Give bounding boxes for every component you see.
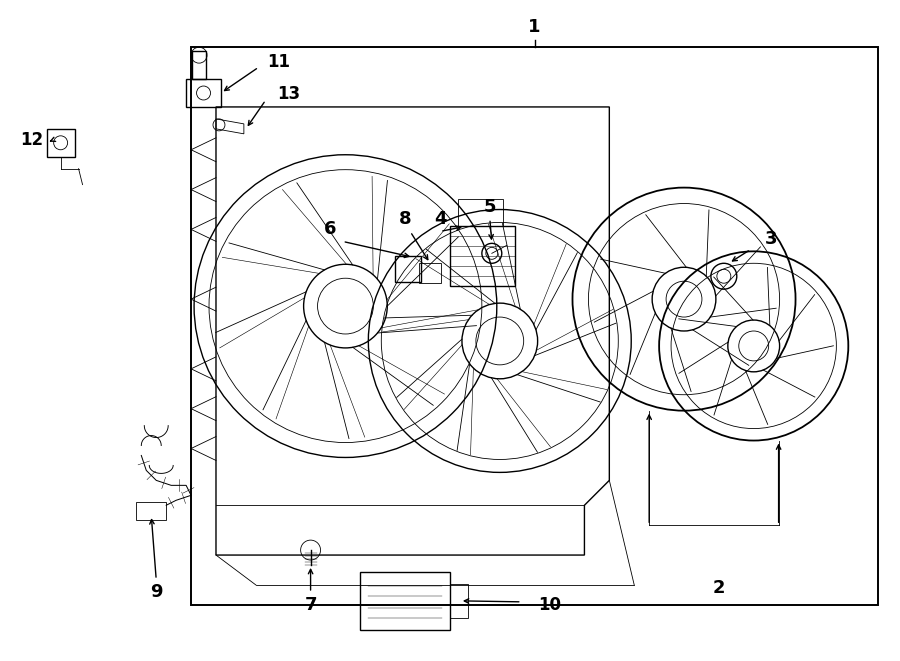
Text: 6: 6	[324, 220, 337, 239]
Text: 1: 1	[528, 19, 541, 36]
Bar	[192, 51, 206, 79]
Text: 7: 7	[304, 596, 317, 614]
Text: 2: 2	[713, 579, 725, 597]
Bar	[136, 502, 166, 520]
Text: 3: 3	[764, 231, 777, 249]
Bar	[395, 256, 421, 282]
Text: 11: 11	[267, 53, 290, 71]
Bar	[360, 572, 450, 630]
Text: 12: 12	[20, 131, 43, 149]
Text: 9: 9	[150, 583, 163, 601]
Text: 4: 4	[434, 210, 446, 229]
Bar	[450, 584, 468, 618]
Bar	[458, 198, 503, 227]
Bar	[419, 263, 441, 283]
Text: 13: 13	[277, 85, 301, 103]
Text: 5: 5	[483, 198, 496, 215]
Text: 10: 10	[538, 596, 561, 614]
Bar	[186, 79, 221, 107]
Text: 8: 8	[399, 210, 411, 229]
Bar	[191, 47, 878, 605]
Bar	[47, 129, 75, 157]
